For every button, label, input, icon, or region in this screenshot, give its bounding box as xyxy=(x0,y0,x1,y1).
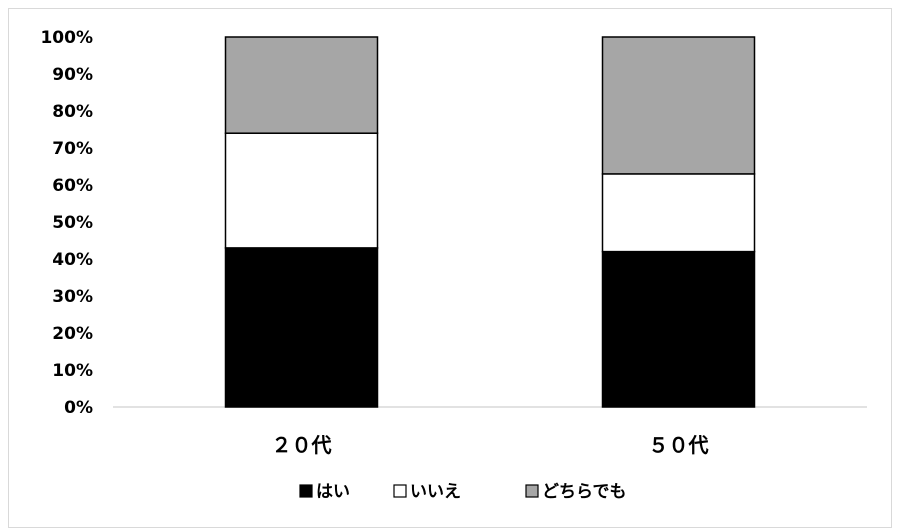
y-tick-label: 40% xyxy=(52,250,93,270)
legend-label: はい xyxy=(316,482,350,502)
legend-swatch xyxy=(393,484,407,498)
y-tick-label: 30% xyxy=(52,287,93,307)
x-category-label: ２０代 xyxy=(272,433,332,457)
y-tick-label: 10% xyxy=(52,361,93,381)
y-tick-label: 50% xyxy=(52,213,93,233)
y-tick-label: 80% xyxy=(52,102,93,122)
legend-swatch xyxy=(525,484,539,498)
labels-layer: 0% 10% 20% 30% 40% 50% 60% 70% 80% 90% 100% ２０代 ５０代 xyxy=(40,28,708,457)
bar-segment-3-category-1 xyxy=(224,36,379,134)
y-tick-label: 60% xyxy=(52,176,93,196)
legend-swatch xyxy=(299,484,313,498)
x-category-label: ５０代 xyxy=(649,433,709,457)
legend-item-2: いいえ xyxy=(393,482,461,502)
bars-layer xyxy=(224,36,756,408)
y-tick-label: 100% xyxy=(40,28,93,48)
y-tick-label: 70% xyxy=(52,139,93,159)
legend-label: いいえ xyxy=(410,482,461,502)
bar-segment-2-category-1 xyxy=(224,132,379,249)
bar-segment-1-category-1 xyxy=(224,247,379,408)
legend-label: どちらでも xyxy=(542,482,627,502)
y-tick-label: 90% xyxy=(52,65,93,85)
legend: はい いいえ どちらでも xyxy=(299,482,627,502)
legend-item-3: どちらでも xyxy=(525,482,627,502)
bar-segment-2-category-2 xyxy=(601,173,756,253)
bar-segment-3-category-2 xyxy=(601,36,756,175)
bar-segment-1-category-2 xyxy=(601,250,756,408)
y-tick-label: 0% xyxy=(64,398,93,418)
y-tick-label: 20% xyxy=(52,324,93,344)
legend-item-1: はい xyxy=(299,482,350,502)
